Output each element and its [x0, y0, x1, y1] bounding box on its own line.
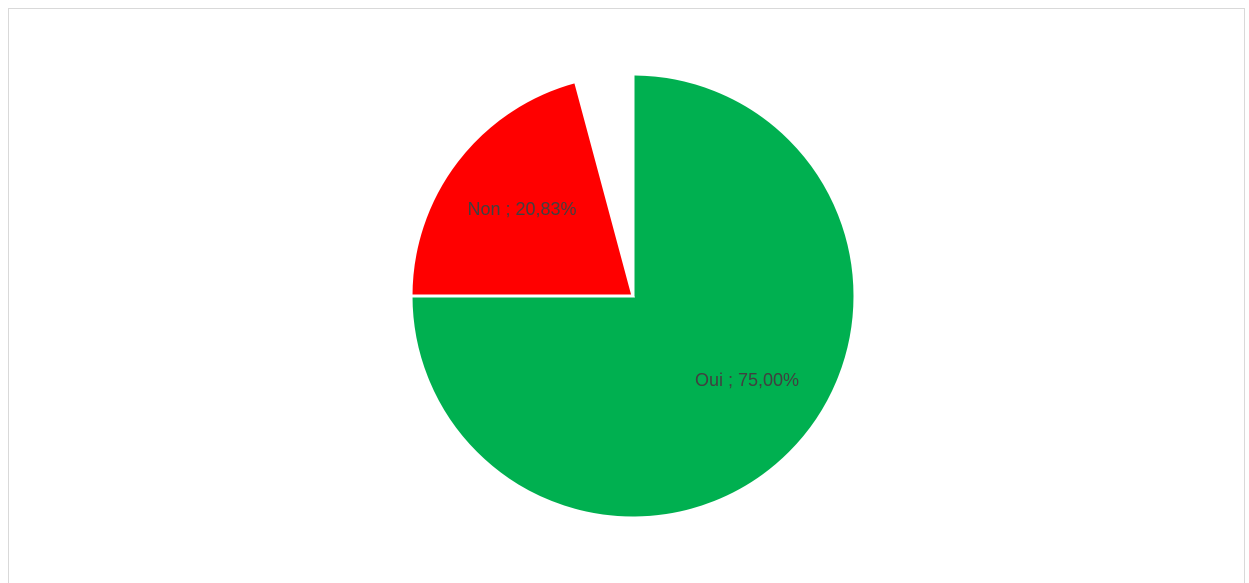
pie-slice-non	[409, 79, 635, 298]
pie-slice-oui	[409, 72, 857, 520]
data-label-oui: Oui ; 75,00%	[695, 370, 799, 390]
pie-slices	[409, 72, 857, 520]
data-label-non: Non ; 20,83%	[467, 199, 576, 219]
pie-labels: Oui ; 75,00% Non ; 20,83%	[467, 199, 799, 390]
